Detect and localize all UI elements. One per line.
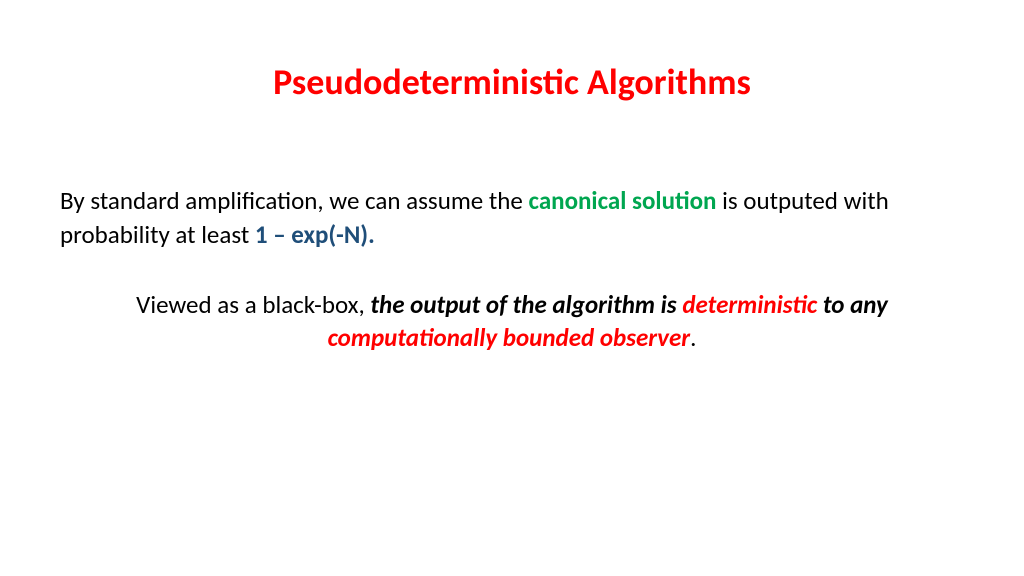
text-run: computationally bounded observer — [328, 322, 690, 353]
text-run: Viewed as a black-box, — [136, 289, 370, 320]
text-run: deterministic — [682, 289, 817, 320]
text-run: . — [690, 322, 696, 353]
text-run: 1 – exp(-N). — [255, 219, 375, 250]
text-run: By standard amplification, we can assume… — [60, 185, 529, 216]
paragraph-amplification: By standard amplification, we can assume… — [60, 184, 964, 252]
slide-title: Pseudodeterministic Algorithms — [60, 60, 964, 104]
text-run: to any — [817, 289, 888, 320]
paragraph-blackbox: Viewed as a black-box, the output of the… — [60, 288, 964, 356]
text-run: the output of the algorithm is — [370, 289, 682, 320]
slide-content: Pseudodeterministic Algorithms By standa… — [0, 0, 1024, 576]
text-run: canonical solution — [529, 185, 717, 216]
